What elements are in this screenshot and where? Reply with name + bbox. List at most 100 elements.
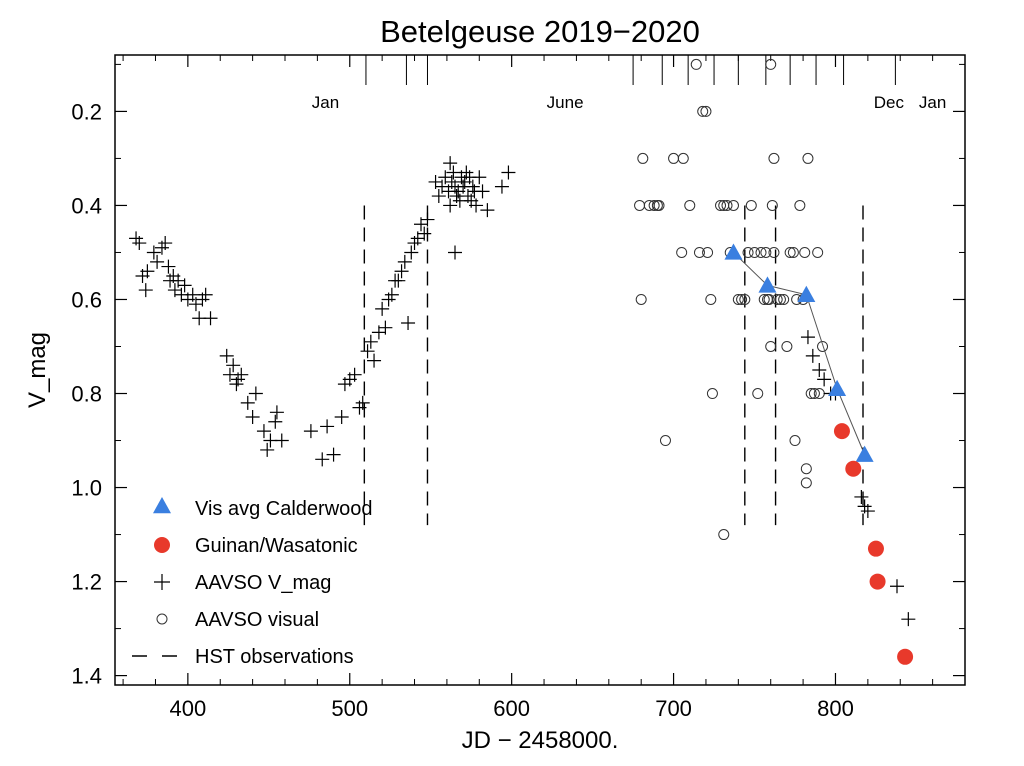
aavso-vmag-point: [443, 198, 458, 213]
y-tick-labels: 0.2 0.4 0.6 0.8 1.0 1.2 1.4: [71, 99, 102, 688]
aavso-visual-point: [727, 199, 739, 211]
aavso-visual-point: [684, 199, 696, 211]
aavso-vmag-point: [860, 504, 875, 519]
aavso-vmag-point: [256, 424, 271, 439]
series-aavso-vmag: [129, 156, 916, 627]
aavso-visual-point: [697, 105, 709, 117]
legend-label: HST observations: [195, 646, 354, 668]
aavso-vmag-point: [391, 273, 406, 288]
aavso-visual-point: [763, 293, 775, 305]
aavso-visual-point: [668, 152, 680, 164]
y-tick-label: 1.0: [71, 476, 102, 501]
aavso-vmag-point: [334, 410, 349, 425]
x-tick-label: 500: [331, 696, 368, 721]
aavso-vmag-point: [177, 278, 192, 293]
aavso-vmag-point: [367, 353, 382, 368]
aavso-visual-point: [721, 199, 733, 211]
aavso-visual-point: [784, 246, 796, 258]
aavso-vmag-point: [417, 226, 432, 241]
aavso-visual-point: [745, 199, 757, 211]
y-tick-label: 0.2: [71, 99, 102, 124]
legend-plus-icon: [154, 574, 170, 590]
aavso-visual-point: [659, 435, 671, 447]
aavso-vmag-point: [494, 179, 509, 194]
aavso-vmag-point: [401, 315, 416, 330]
series-calderwood: [724, 243, 874, 462]
aavso-vmag-point: [805, 348, 820, 363]
chart-title: Betelgeuse 2019−2020: [380, 14, 700, 49]
x-tick-label: 400: [169, 696, 206, 721]
aavso-visual-point: [778, 293, 790, 305]
aavso-vmag-point: [226, 358, 241, 373]
x-tick-labels: 400 500 600 700 800: [169, 696, 853, 721]
aavso-visual-point: [800, 477, 812, 489]
aavso-visual-point: [635, 293, 647, 305]
x-tick-label: 800: [817, 696, 854, 721]
aavso-visual-point: [705, 293, 717, 305]
legend-label: AAVSO visual: [195, 609, 319, 631]
month-label: Jan: [312, 93, 339, 112]
calderwood-point: [855, 445, 874, 462]
aavso-visual-point: [690, 58, 702, 70]
guinan-point: [897, 648, 914, 665]
aavso-vmag-point: [363, 334, 378, 349]
month-label: June: [547, 93, 584, 112]
x-axis-label: JD − 2458000.: [462, 727, 619, 754]
aavso-visual-point: [634, 199, 646, 211]
guinan-point: [867, 540, 884, 557]
aavso-vmag-point: [326, 447, 341, 462]
aavso-visual-point: [808, 388, 820, 400]
aavso-vmag-point: [475, 184, 490, 199]
month-label: Jan: [919, 93, 946, 112]
aavso-visual-point: [799, 246, 811, 258]
aavso-visual-point: [637, 152, 649, 164]
aavso-visual-point: [774, 293, 786, 305]
y-tick-label: 0.4: [71, 193, 102, 218]
y-axis-label: V_mag: [24, 332, 51, 408]
aavso-visual-point: [648, 199, 660, 211]
aavso-visual-point: [812, 246, 824, 258]
y-tick-label: 0.8: [71, 382, 102, 407]
major-ticks: [115, 55, 965, 685]
aavso-visual-point: [758, 293, 770, 305]
aavso-vmag-point: [203, 311, 218, 326]
aavso-visual-point: [702, 246, 714, 258]
aavso-visual-point: [715, 199, 727, 211]
aavso-vmag-point: [817, 372, 832, 387]
aavso-vmag-point: [248, 386, 263, 401]
aavso-vmag-point: [140, 264, 155, 279]
aavso-visual-point: [766, 199, 778, 211]
aavso-vmag-point: [448, 245, 462, 260]
aavso-vmag-point: [480, 203, 495, 218]
aavso-vmag-point: [315, 452, 330, 467]
y-tick-label: 1.2: [71, 570, 102, 595]
aavso-visual-point: [768, 152, 780, 164]
calderwood-point: [797, 285, 816, 302]
aavso-vmag-point: [158, 236, 173, 251]
aavso-visual-point: [765, 340, 777, 352]
aavso-visual-point: [755, 246, 767, 258]
aavso-visual-point: [736, 293, 748, 305]
aavso-visual-point: [676, 246, 688, 258]
x-tick-label: 700: [655, 696, 692, 721]
aavso-visual-point: [742, 246, 754, 258]
legend-label: AAVSO V_mag: [195, 572, 331, 594]
legend-open-circle-icon: [156, 613, 168, 625]
aavso-vmag-point: [404, 245, 419, 260]
aavso-vmag-point: [150, 254, 165, 269]
legend-circle-icon: [154, 537, 170, 553]
aavso-vmag-point: [800, 330, 815, 345]
aavso-vmag-point: [347, 367, 362, 382]
aavso-vmag-point: [146, 245, 161, 260]
calderwood-point: [828, 379, 847, 397]
aavso-vmag-point: [303, 424, 318, 439]
aavso-vmag-point: [854, 489, 869, 504]
aavso-vmag-point: [161, 259, 176, 274]
aavso-vmag-point: [397, 254, 412, 269]
legend-label: Guinan/Wasatonic: [195, 535, 358, 557]
aavso-visual-point: [677, 152, 689, 164]
aavso-vmag-point: [198, 287, 213, 302]
aavso-visual-point: [787, 246, 799, 258]
aavso-vmag-point: [268, 414, 283, 429]
